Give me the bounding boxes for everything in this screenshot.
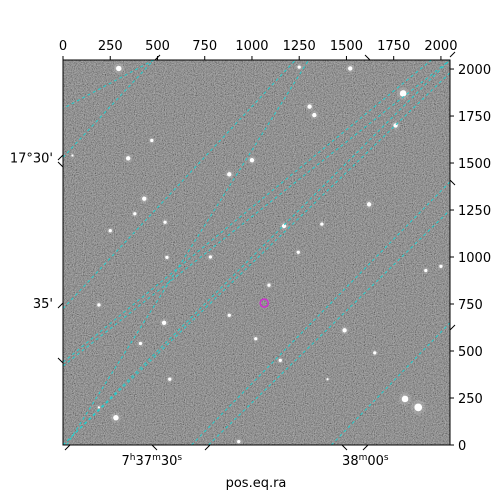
star (399, 90, 407, 97)
top-tick-label: 1000 (235, 39, 268, 54)
right-tick-label: 500 (458, 345, 483, 360)
grid-line (63, 60, 296, 310)
star (168, 377, 172, 381)
star (366, 202, 372, 207)
marker-layer (259, 298, 270, 308)
grid-line (191, 181, 450, 445)
star (71, 154, 74, 157)
top-tick-label: 2000 (424, 39, 457, 54)
grid-line (63, 60, 154, 109)
top-tick-label: 250 (98, 39, 123, 54)
right-tick-label: 1750 (458, 110, 491, 125)
stars-layer (70, 63, 445, 445)
star (307, 104, 312, 109)
top-tick-label: 750 (192, 39, 217, 54)
star (249, 157, 255, 163)
star (163, 220, 167, 224)
star (401, 395, 409, 403)
plot-frame (62, 59, 451, 446)
right-tick-label: 1250 (458, 204, 491, 219)
star (208, 255, 213, 259)
star (125, 156, 131, 161)
ra-tick-label: 7h37m30s (122, 453, 183, 469)
star (113, 414, 119, 421)
wcs-tick (204, 444, 211, 451)
target-marker (259, 298, 270, 308)
x-axis-title: pos.eq.ra (226, 476, 287, 491)
top-tick-label: 1750 (377, 39, 410, 54)
star (227, 313, 231, 317)
ra-axis: 7h37m30s 38m00s (122, 453, 389, 469)
wcs-tick (57, 154, 64, 161)
wcs-tick (449, 179, 456, 186)
grid-line (208, 209, 450, 445)
wcs-ticks (57, 51, 456, 451)
star (326, 378, 329, 381)
dec-tick-label: 17°30' (10, 151, 53, 166)
star (254, 337, 258, 341)
right-tick-label: 1500 (458, 157, 491, 172)
wcs-tick (362, 444, 369, 451)
top-tick-label: 1250 (283, 39, 316, 54)
star (161, 320, 167, 326)
right-tick-label: 0 (458, 439, 466, 454)
star (165, 255, 169, 260)
wcs-tick (64, 444, 71, 451)
right-tick-label: 2000 (458, 63, 491, 78)
star (97, 303, 101, 307)
dec-axis: 17°30' 35' (10, 151, 53, 312)
wcs-tick (449, 324, 456, 331)
star (439, 264, 443, 269)
star (312, 112, 317, 118)
star (108, 229, 112, 233)
right-axis: 0 250 500 750 1000 1250 1500 1750 2000 (450, 63, 491, 454)
star (97, 406, 101, 409)
star (142, 196, 147, 201)
wcs-tick (57, 357, 64, 364)
right-tick-label: 750 (458, 298, 483, 313)
wcs-tick (341, 444, 348, 451)
grid-line (63, 60, 450, 367)
coordinate-grid (63, 60, 450, 445)
star (342, 328, 347, 333)
star (133, 212, 137, 216)
star (296, 250, 300, 254)
grid-line (63, 60, 450, 445)
star (320, 222, 324, 226)
grid-line (66, 60, 310, 445)
dec-tick-label: 35' (33, 297, 53, 312)
wcs-tick (151, 444, 158, 451)
top-tick-label: 500 (145, 39, 170, 54)
star (297, 65, 301, 69)
star (237, 439, 241, 444)
wcs-tick (57, 302, 64, 309)
star (348, 66, 353, 71)
star (373, 351, 377, 355)
star (115, 65, 122, 72)
star (414, 403, 423, 412)
star (138, 341, 143, 346)
right-tick-label: 1000 (458, 251, 491, 266)
wcs-tick (57, 161, 64, 168)
star (267, 283, 271, 287)
grid-line (330, 322, 450, 445)
star (150, 138, 154, 143)
grid-line (63, 60, 155, 158)
grid-line (63, 60, 432, 363)
star (278, 358, 282, 363)
wcs-tick (364, 54, 371, 61)
star (424, 268, 428, 273)
top-tick-label: 1500 (330, 39, 363, 54)
top-axis: 0 250 500 750 1000 1250 1500 1750 2000 (59, 39, 457, 60)
top-tick-label: 0 (59, 39, 67, 54)
ra-tick-label: 38m00s (342, 453, 389, 469)
wcs-tick (449, 51, 456, 58)
star (281, 223, 287, 229)
star (227, 172, 232, 177)
right-tick-label: 250 (458, 392, 483, 407)
wcs-tick (154, 54, 161, 61)
